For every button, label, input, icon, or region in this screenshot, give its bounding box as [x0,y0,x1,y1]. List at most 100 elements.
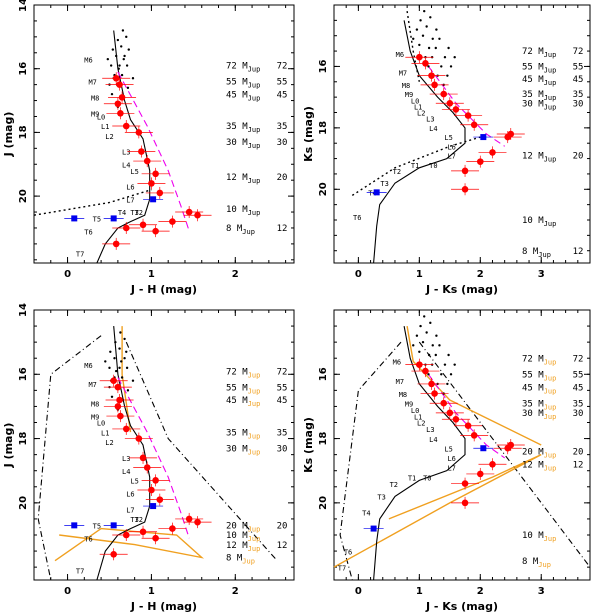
field-dot [114,369,118,373]
spectral-type-label: L0 [97,114,105,122]
red-data-point [122,425,130,433]
field-dot [427,65,430,68]
red-data-point [152,534,159,542]
red-data-point [114,403,122,410]
y-tick-label: 16 [18,62,29,76]
spectral-type-label: L0 [411,407,419,415]
red-data-point [416,361,423,368]
spectral-type-label: M8 [402,82,410,90]
mass-label-alt: 30 [573,99,584,109]
field-dot [421,34,425,37]
field-dot [123,337,126,341]
spectral-type-label: M8 [91,95,99,103]
spectral-type-label: M9 [405,91,413,99]
mass-label: 30 MJup [226,444,260,456]
blue-data-point [71,522,78,529]
spectral-type-label: L2 [105,439,113,447]
spectral-type-label: L1 [414,103,422,111]
spectral-type-label: L7 [126,507,134,515]
spectral-type-label: L5 [130,478,138,486]
mass-label-alt: 12 [573,461,584,471]
mass-label: 35 MJup [226,122,260,134]
mass-label-alt: 72 [277,367,288,377]
mass-label: 45 MJup [522,383,556,395]
red-data-point [428,380,435,388]
spectral-type-label: M6 [393,359,401,367]
red-data-point [428,72,435,79]
red-data-point [464,422,472,430]
magenta-track [117,377,190,539]
spectral-type-label: T4 [118,209,126,217]
spectral-type-label: T7 [76,568,84,576]
red-data-point [461,480,469,487]
y-tick-label: 20 [318,496,329,510]
spectral-type-label: L0 [97,420,105,428]
x-tick-label: 1 [416,269,423,280]
mass-label: 12 MJup [522,461,556,473]
field-dot [434,353,437,357]
field-dot [423,9,426,13]
spectral-type-label: L3 [426,116,434,124]
red-data-point [461,167,469,175]
red-data-point [143,464,151,471]
spectral-type-label: T1 [408,474,416,482]
red-data-point [422,367,429,375]
red-data-point [138,148,145,155]
mass-label-alt: 20 [277,522,288,532]
red-data-point [139,221,147,229]
field-dot [443,56,447,59]
spectral-type-label: L2 [417,110,425,118]
spectral-type-label: M8 [91,400,99,408]
y-tick-label: 20 [18,496,29,510]
red-data-point [112,240,120,248]
x-tick-label: 2 [232,586,239,597]
spectral-type-label: L3 [426,426,434,434]
y-tick-label: 18 [318,121,329,135]
magenta-track [428,373,506,459]
field-dot [425,25,428,28]
red-data-point [185,208,193,216]
red-data-point [476,470,484,478]
blue-data-point [480,134,487,141]
spectral-type-label: T0 [429,162,437,170]
red-data-point [461,499,469,507]
x-tick-label: 2 [232,269,239,280]
spectral-type-label: L4 [122,161,130,169]
red-data-point [122,531,130,539]
field-dot [125,35,128,39]
sequence-track [96,326,151,581]
orange-track [54,527,205,562]
mass-label-alt: 45 [277,396,288,406]
red-data-point [194,518,201,526]
spectral-type-label: L6 [126,184,134,192]
spectral-type-label: L1 [101,429,109,437]
mass-label-alt: 45 [573,383,584,393]
spectral-type-label: L5 [444,445,452,453]
spectral-type-label: L1 [414,413,422,421]
mass-label: 8 MJup [522,557,551,569]
red-data-point [135,435,143,442]
spectral-type-label: T2 [135,516,143,524]
x-axis-label: J - H (mag) [130,283,197,296]
mass-label-alt: 35 [573,90,584,100]
mass-label-alt: 45 [573,75,584,85]
dashdot-track [125,341,278,562]
red-data-point [114,100,122,108]
red-data-point [185,515,193,523]
spectral-type-label: L6 [447,455,455,463]
mass-label-alt: 45 [277,90,288,100]
field-dot [429,321,432,325]
blue-data-point [110,215,117,222]
mass-label: 8 MJup [522,247,551,259]
mass-label-alt: 35 [277,122,288,132]
spectral-type-label: T2 [135,209,143,217]
mass-label: 35 MJup [226,428,260,440]
blue-data-point [110,522,117,529]
red-data-point [194,211,201,219]
red-data-point [446,409,454,417]
y-axis-label: Ks (mag) [302,417,315,473]
red-data-point [416,53,423,61]
red-data-point [156,189,164,197]
spectral-type-label: T3 [377,494,385,502]
